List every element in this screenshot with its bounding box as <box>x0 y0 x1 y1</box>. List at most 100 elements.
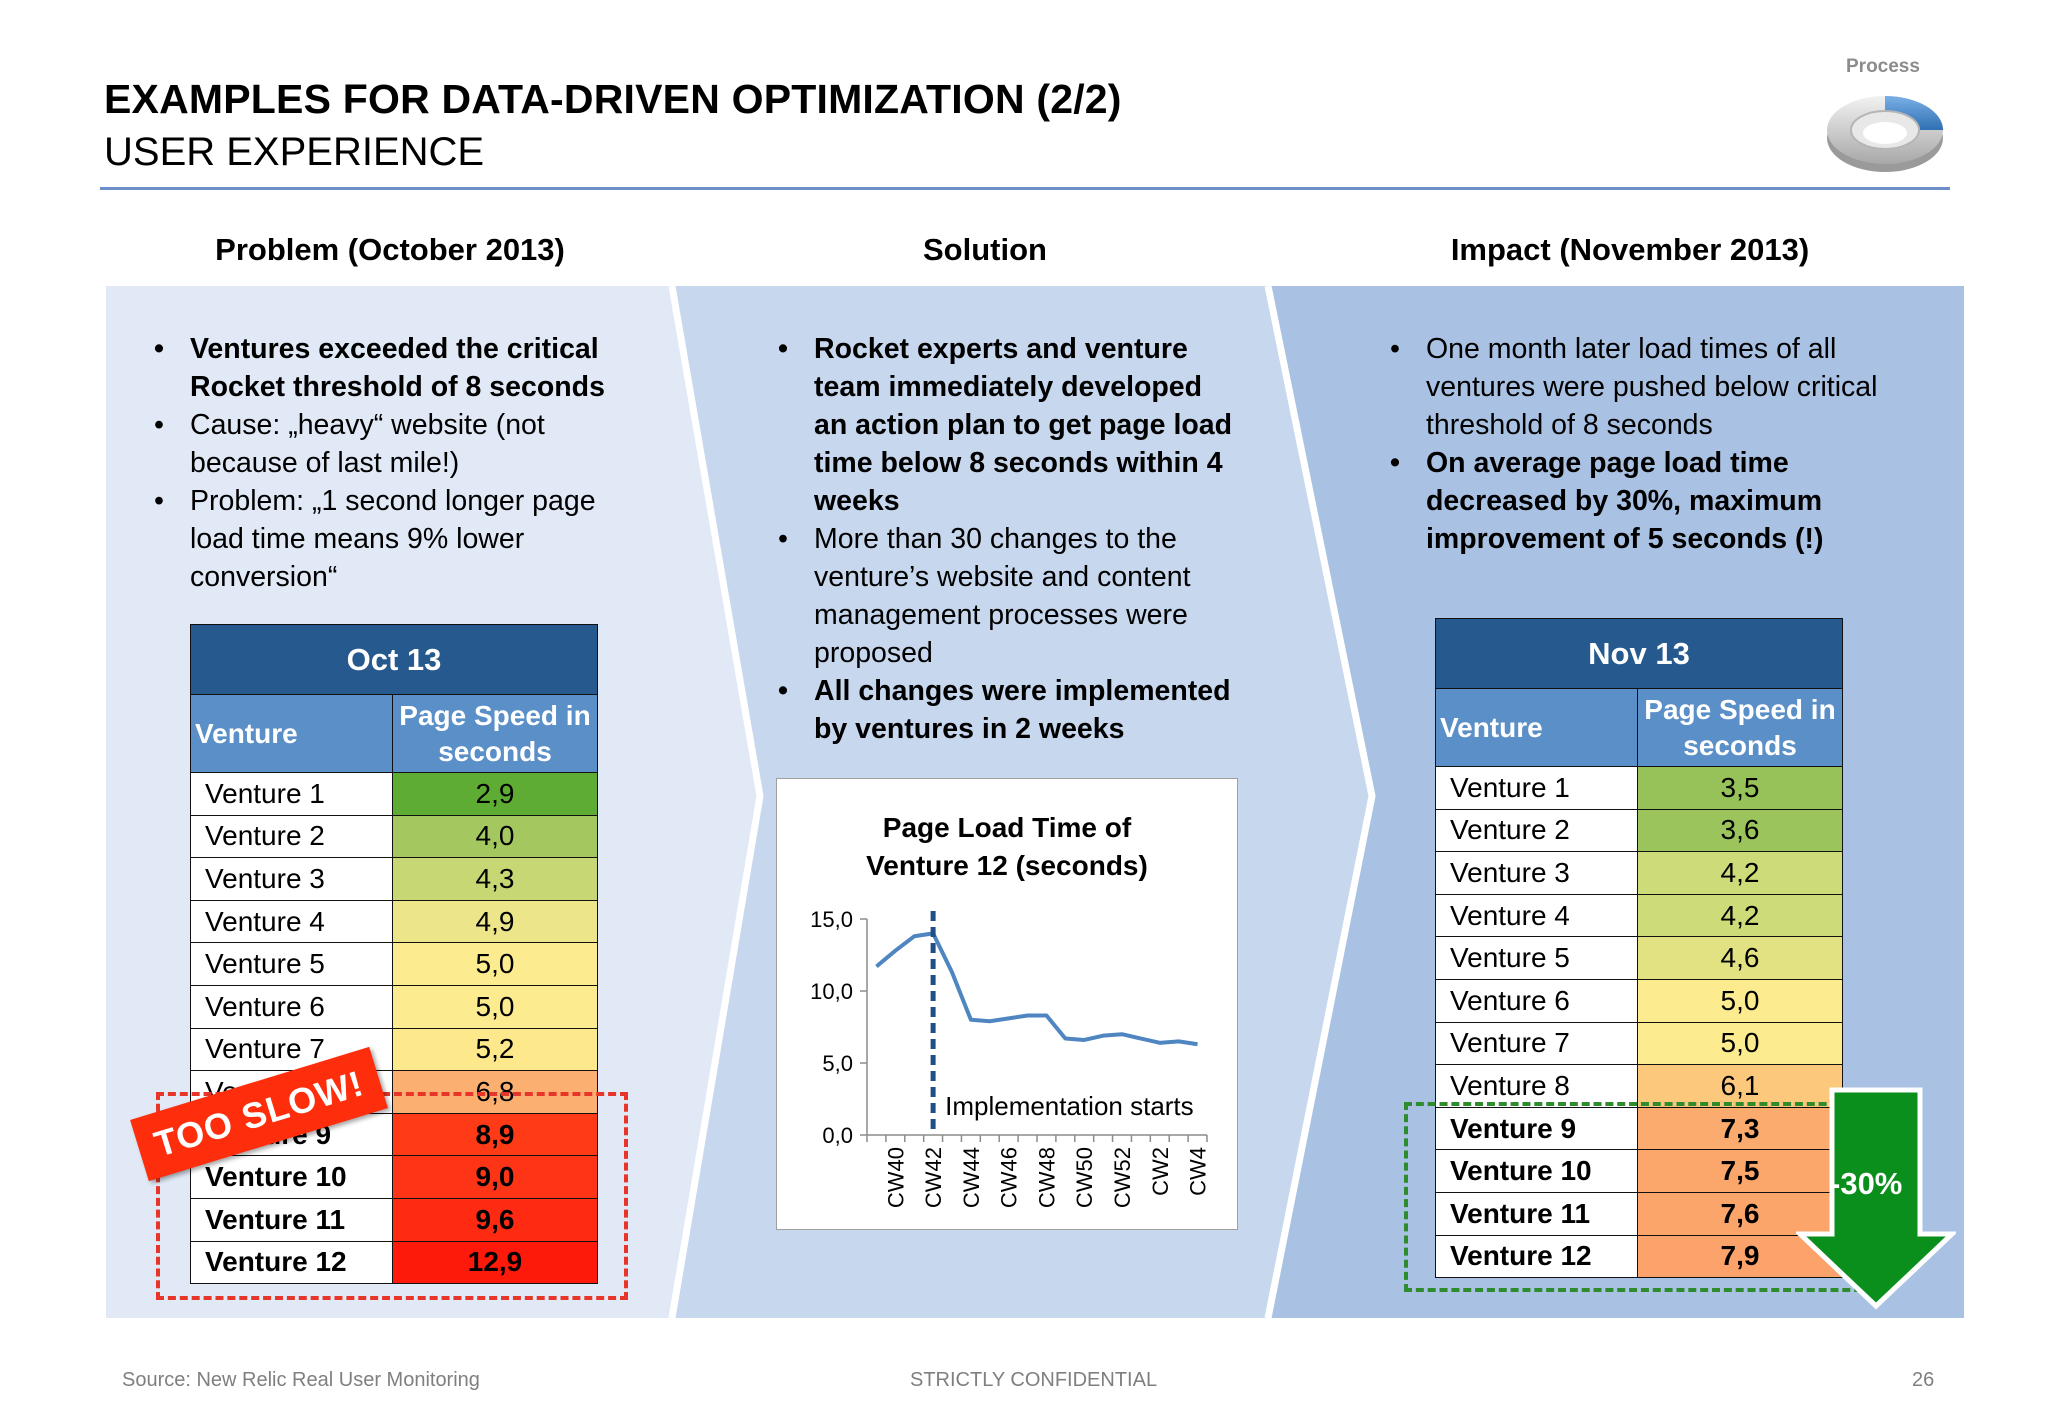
venture-name-cell: Venture 8 <box>1435 1064 1638 1108</box>
venture-name-cell: Venture 5 <box>1435 936 1638 980</box>
x-tick-label: CW40 <box>883 1147 908 1208</box>
oct-speed-table: Oct 13 Venture Page Speed in seconds Vent… <box>190 624 598 1285</box>
nov-speed-table: Nov 13 Venture Page Speed in seconds Vent… <box>1435 618 1843 1279</box>
page-speed-cell: 5,0 <box>392 942 598 986</box>
page-speed-cell: 4,2 <box>1637 851 1843 895</box>
x-tick-label: CW46 <box>997 1147 1022 1208</box>
slide-subtitle: USER EXPERIENCE <box>104 130 485 174</box>
page-speed-cell: 4,9 <box>392 899 598 944</box>
load-time-chart: Page Load Time of Venture 12 (seconds) 0,… <box>776 778 1238 1230</box>
venture-name-cell: Venture 4 <box>1435 893 1638 938</box>
venture-name-cell: Venture 6 <box>1435 978 1638 1023</box>
table-row: Venture 4 4,2 <box>1435 893 1843 938</box>
table-row: Venture 10 7,5 <box>1435 1149 1843 1193</box>
table-row: Venture 7 5,2 <box>190 1027 598 1072</box>
page-speed-cell: 5,0 <box>392 984 598 1029</box>
venture-name-cell: Venture 7 <box>1435 1021 1638 1066</box>
table-caption: Nov 13 <box>1435 618 1843 689</box>
table-row: Venture 5 4,6 <box>1435 936 1843 980</box>
page-speed-cell: 4,2 <box>1637 893 1843 938</box>
title-divider <box>100 187 1950 190</box>
process-ring-icon <box>1827 96 1943 172</box>
table-row: Venture 3 4,3 <box>190 857 598 901</box>
column-header-speed: Page Speed in seconds <box>1637 688 1843 767</box>
venture-name-cell: Venture 1 <box>190 772 393 816</box>
x-tick-label: CW44 <box>959 1147 984 1208</box>
table-row: Venture 9 7,3 <box>1435 1106 1843 1151</box>
slide-title: EXAMPLES FOR DATA-DRIVEN OPTIMIZATION (2… <box>104 76 1122 122</box>
reduction-label: -30% <box>1830 1166 1903 1201</box>
y-tick-label: 5,0 <box>822 1051 853 1076</box>
page-speed-cell: 5,2 <box>392 1027 598 1072</box>
page-speed-cell: 9,6 <box>392 1197 598 1242</box>
venture-name-cell: Venture 3 <box>190 857 393 901</box>
x-tick-label: CW48 <box>1034 1147 1059 1208</box>
impact-heading: Impact (November 2013) <box>1450 232 1810 267</box>
y-tick-label: 10,0 <box>810 979 853 1004</box>
problem-heading: Problem (October 2013) <box>215 232 565 267</box>
table-row: Venture 1 2,9 <box>190 772 598 816</box>
page-number: 26 <box>1912 1369 1935 1391</box>
down-arrow-icon <box>1796 1087 1956 1310</box>
venture-name-cell: Venture 7 <box>190 1027 393 1072</box>
table-row: Venture 12 12,9 <box>190 1240 598 1285</box>
venture-name-cell: Venture 12 <box>1435 1234 1638 1279</box>
x-tick-label: CW52 <box>1110 1147 1135 1208</box>
venture-name-cell: Venture 5 <box>190 942 393 986</box>
page-speed-cell: 2,9 <box>392 772 598 816</box>
x-tick-label: CW50 <box>1072 1147 1097 1208</box>
venture-name-cell: Venture 10 <box>190 1155 393 1199</box>
table-row: Venture 2 3,6 <box>1435 808 1843 853</box>
table-row: Venture 2 4,0 <box>190 814 598 859</box>
table-row: Venture 11 7,6 <box>1435 1191 1843 1236</box>
page-speed-cell: 3,5 <box>1637 766 1843 810</box>
page-speed-cell: 4,6 <box>1637 936 1843 980</box>
implementation-annotation: Implementation starts <box>945 1091 1194 1121</box>
column-header-venture: Venture <box>1435 688 1638 767</box>
page-speed-cell: 5,0 <box>1637 978 1843 1023</box>
page-speed-cell: 4,3 <box>392 857 598 901</box>
table-row: Venture 6 5,0 <box>1435 978 1843 1023</box>
page-speed-cell: 6,1 <box>1637 1064 1843 1108</box>
table-row: Venture 7 5,0 <box>1435 1021 1843 1066</box>
page-speed-cell: 9,0 <box>392 1155 598 1199</box>
page-speed-cell: 7,5 <box>1637 1149 1843 1193</box>
page-speed-cell: 8,9 <box>392 1112 598 1157</box>
venture-name-cell: Venture 12 <box>190 1240 393 1285</box>
confidential-note: STRICTLY CONFIDENTIAL <box>910 1369 1158 1391</box>
page-speed-cell: 5,0 <box>1637 1021 1843 1066</box>
x-tick-label: CW4 <box>1186 1147 1211 1196</box>
chart-plot: 0,0 5,0 10,0 15,0 CW40 CW42 CW44 CW46 CW48 CW50 CW… <box>810 907 1211 1208</box>
too-slow-highlight-box <box>156 1092 628 1300</box>
table-caption: Oct 13 <box>190 624 598 695</box>
venture-name-cell: Venture 9 <box>1435 1106 1638 1151</box>
venture-name-cell: Venture 6 <box>190 984 393 1029</box>
venture-name-cell: Venture 11 <box>1435 1191 1638 1236</box>
table-row: Venture 1 3,5 <box>1435 766 1843 810</box>
table-row: Venture 3 4,2 <box>1435 851 1843 895</box>
table-row: Venture 5 5,0 <box>190 942 598 986</box>
page-speed-cell: 3,6 <box>1637 808 1843 853</box>
page-speed-cell: 4,0 <box>392 814 598 859</box>
page-speed-cell: 12,9 <box>392 1240 598 1285</box>
column-header-venture: Venture <box>190 694 393 773</box>
x-tick-label: CW42 <box>921 1147 946 1208</box>
y-tick-label: 0,0 <box>822 1123 853 1148</box>
page-speed-cell: 7,3 <box>1637 1106 1843 1151</box>
venture-name-cell: Venture 3 <box>1435 851 1638 895</box>
process-label: Process <box>1846 56 1920 77</box>
series-line <box>875 931 1198 1047</box>
table-row: Venture 10 9,0 <box>190 1155 598 1199</box>
solution-heading: Solution <box>923 232 1047 267</box>
table-row: Venture 8 6,1 <box>1435 1064 1843 1108</box>
venture-name-cell: Venture 2 <box>190 814 393 859</box>
y-tick-label: 15,0 <box>810 907 853 932</box>
table-row: Venture 4 4,9 <box>190 899 598 944</box>
